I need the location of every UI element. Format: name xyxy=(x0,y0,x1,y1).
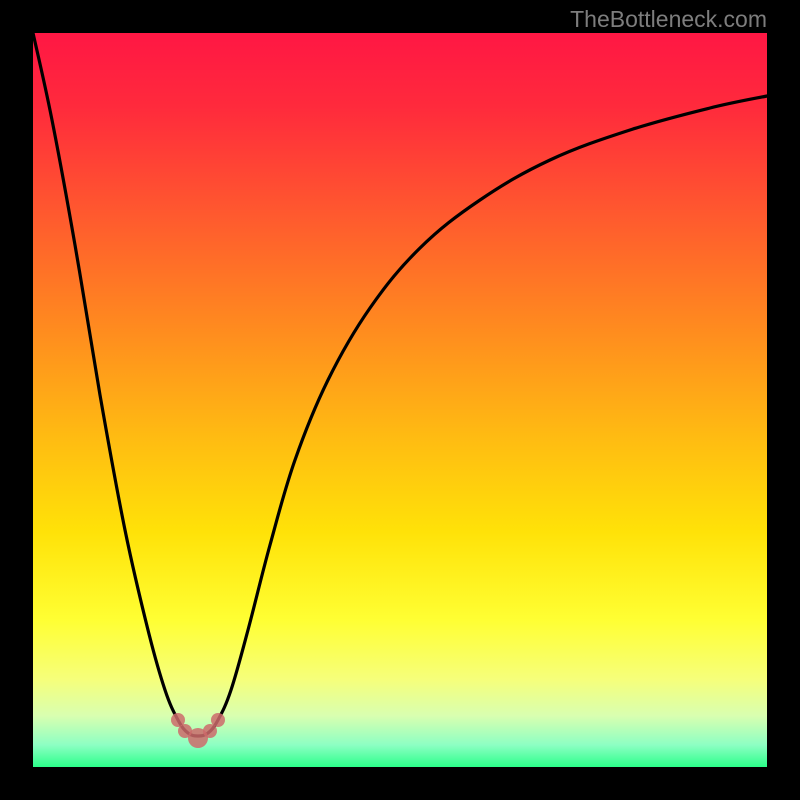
watermark-text[interactable]: TheBottleneck.com xyxy=(570,6,767,33)
chart-stage: TheBottleneck.com xyxy=(0,0,800,800)
gradient-plot-area xyxy=(33,33,767,767)
